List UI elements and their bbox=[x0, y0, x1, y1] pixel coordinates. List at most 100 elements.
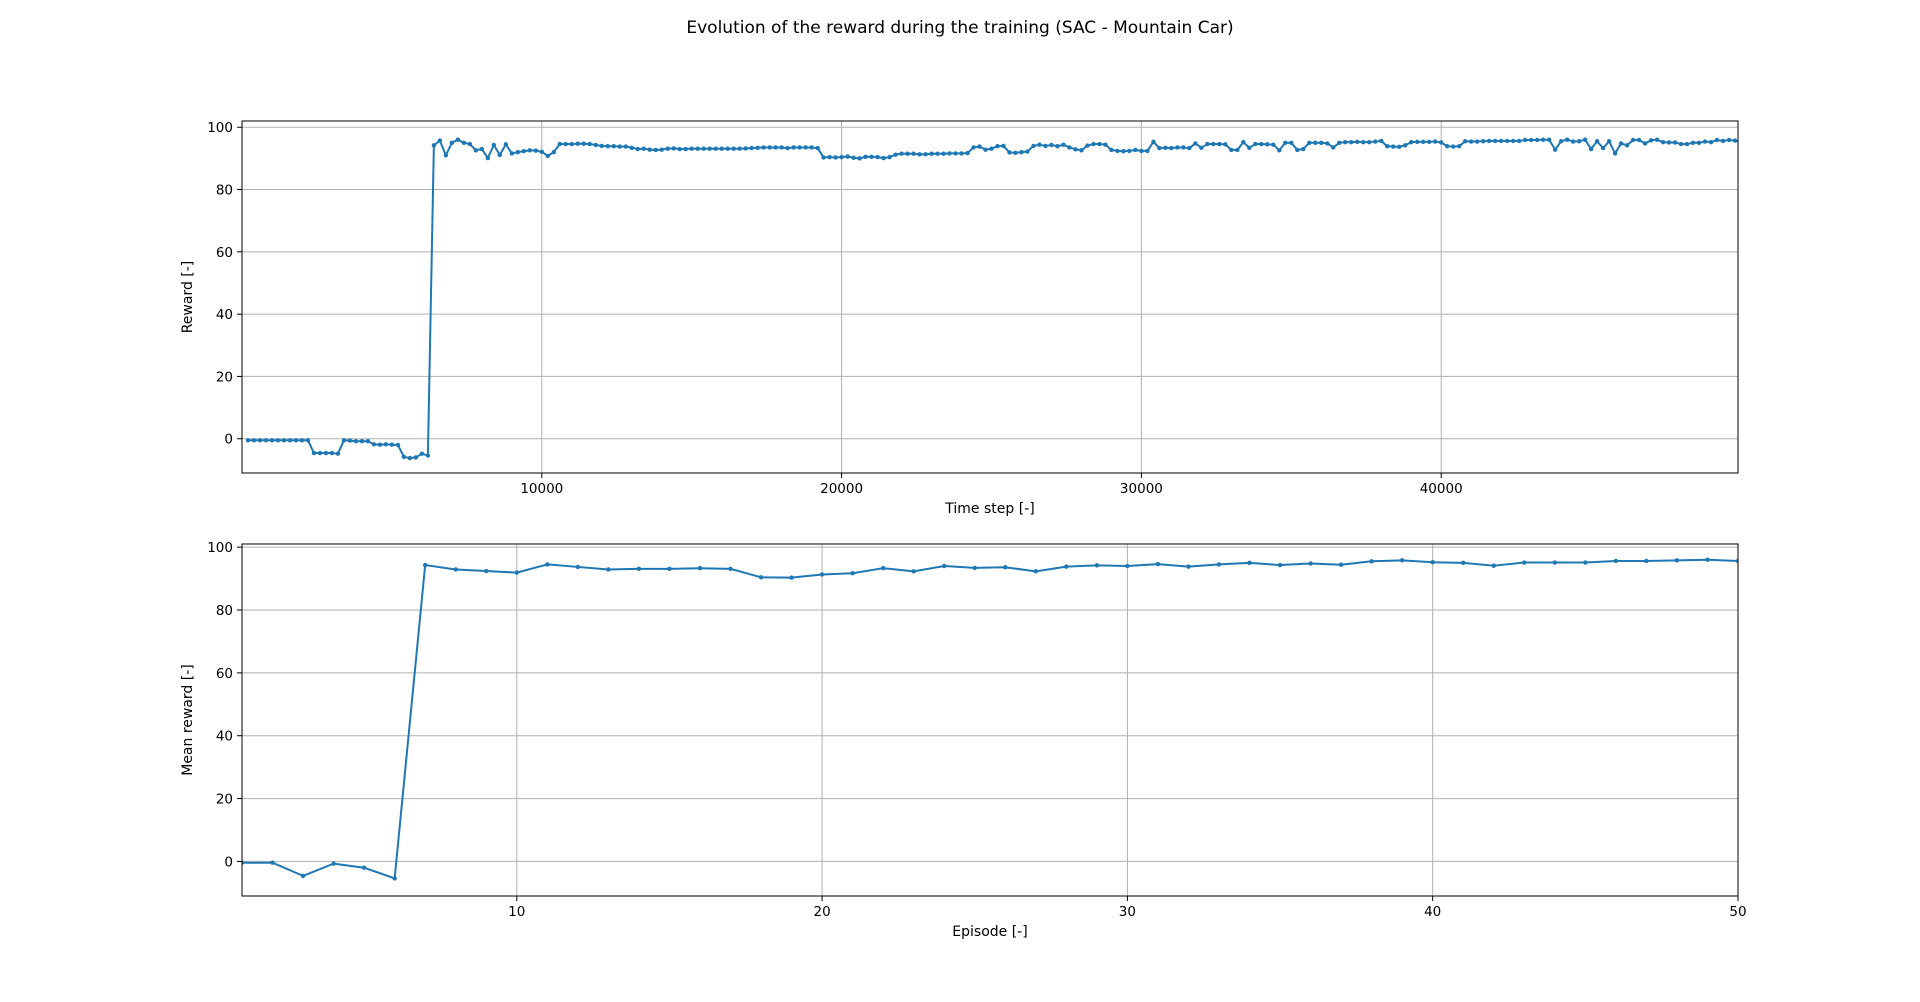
data-point bbox=[1648, 138, 1654, 143]
data-point bbox=[1109, 147, 1114, 153]
data-point bbox=[1277, 562, 1283, 568]
data-point bbox=[1805, 137, 1809, 141]
data-point bbox=[1427, 139, 1432, 145]
data-point bbox=[667, 566, 672, 572]
data-point bbox=[1343, 139, 1348, 145]
data-point bbox=[1498, 138, 1504, 144]
data-point bbox=[299, 438, 305, 443]
data-point bbox=[359, 439, 365, 444]
y-tick-label: 80 bbox=[216, 183, 233, 199]
data-point bbox=[1216, 562, 1222, 567]
data-point bbox=[611, 144, 616, 149]
data-point bbox=[1127, 148, 1132, 154]
data-point bbox=[1450, 144, 1456, 149]
x-tick-label: 40000 bbox=[1420, 481, 1463, 497]
data-point bbox=[1871, 139, 1875, 143]
y-tick-label: 20 bbox=[216, 792, 233, 808]
data-point bbox=[1642, 141, 1648, 146]
data-point bbox=[485, 155, 491, 161]
data-point bbox=[635, 146, 640, 152]
data-point bbox=[1361, 139, 1366, 145]
data-point bbox=[453, 567, 458, 572]
data-point bbox=[300, 873, 306, 879]
data-point bbox=[1253, 141, 1258, 147]
data-point bbox=[1644, 558, 1649, 564]
data-point bbox=[1265, 142, 1270, 147]
data-point bbox=[587, 141, 592, 147]
data-point bbox=[497, 152, 503, 158]
data-point bbox=[839, 154, 844, 160]
data-point bbox=[707, 146, 712, 151]
data-point bbox=[1337, 140, 1342, 146]
data-point bbox=[629, 145, 634, 150]
data-point bbox=[1678, 141, 1684, 147]
data-point bbox=[1720, 138, 1726, 144]
data-point bbox=[797, 145, 802, 150]
data-point bbox=[1674, 558, 1680, 563]
data-point bbox=[293, 438, 299, 443]
top-axes-frame bbox=[241, 120, 1739, 474]
data-point bbox=[1528, 137, 1534, 143]
data-point bbox=[569, 141, 574, 147]
data-point bbox=[1672, 140, 1678, 145]
data-point bbox=[484, 568, 489, 574]
data-point bbox=[737, 146, 742, 151]
data-point bbox=[605, 144, 610, 149]
data-point bbox=[713, 146, 718, 151]
data-point bbox=[1552, 147, 1558, 152]
data-point bbox=[1349, 139, 1354, 145]
data-point bbox=[563, 141, 568, 147]
data-point bbox=[977, 144, 982, 149]
data-point bbox=[1504, 138, 1510, 144]
data-point bbox=[1636, 137, 1642, 143]
y-tick-label: 80 bbox=[216, 603, 233, 619]
data-point bbox=[1133, 147, 1138, 153]
y-tick-label: 100 bbox=[207, 540, 233, 556]
data-point bbox=[893, 152, 898, 157]
data-point bbox=[1811, 137, 1815, 141]
top-x-axis-label: Time step [-] bbox=[944, 501, 1034, 517]
bottom-subplot: 10 20 30 40 50 0 20 40 60 80 100 Episode [-] Mean … bbox=[180, 540, 1747, 940]
data-point bbox=[242, 860, 245, 865]
data-point bbox=[850, 571, 855, 576]
bottom-y-axis-label: Mean reward [-] bbox=[180, 664, 196, 776]
data-point bbox=[606, 567, 611, 572]
data-point bbox=[689, 146, 694, 151]
data-point bbox=[875, 154, 880, 160]
data-point bbox=[1781, 138, 1785, 142]
data-point bbox=[491, 142, 497, 148]
data-point bbox=[1415, 139, 1420, 145]
x-tick-label: 20000 bbox=[820, 481, 863, 497]
data-point bbox=[755, 145, 760, 150]
data-point bbox=[335, 451, 341, 456]
data-point bbox=[1379, 138, 1384, 144]
data-point bbox=[1223, 142, 1228, 147]
data-point bbox=[1049, 142, 1054, 148]
data-point bbox=[317, 450, 323, 456]
data-point bbox=[1097, 141, 1102, 147]
data-point bbox=[1094, 563, 1100, 568]
data-point bbox=[1763, 139, 1767, 143]
y-tick-label: 40 bbox=[216, 307, 233, 323]
data-point bbox=[1271, 142, 1276, 147]
data-point bbox=[1193, 141, 1198, 146]
data-point bbox=[467, 141, 473, 147]
data-point bbox=[1385, 144, 1390, 149]
data-point bbox=[1835, 138, 1839, 142]
data-point bbox=[1799, 137, 1803, 141]
data-point bbox=[819, 572, 825, 577]
bottom-x-axis-label: Episode [-] bbox=[952, 924, 1027, 940]
data-point bbox=[731, 146, 736, 151]
data-point bbox=[697, 566, 703, 571]
data-point bbox=[1115, 148, 1120, 154]
data-point bbox=[833, 155, 838, 160]
data-point bbox=[1847, 136, 1851, 140]
data-point bbox=[323, 450, 329, 456]
data-point bbox=[1079, 148, 1084, 153]
data-point bbox=[353, 439, 359, 444]
data-point bbox=[1775, 139, 1779, 143]
data-point bbox=[1732, 138, 1738, 143]
x-tick-label: 10 bbox=[508, 904, 525, 920]
data-point bbox=[539, 149, 544, 155]
data-point bbox=[971, 145, 976, 150]
